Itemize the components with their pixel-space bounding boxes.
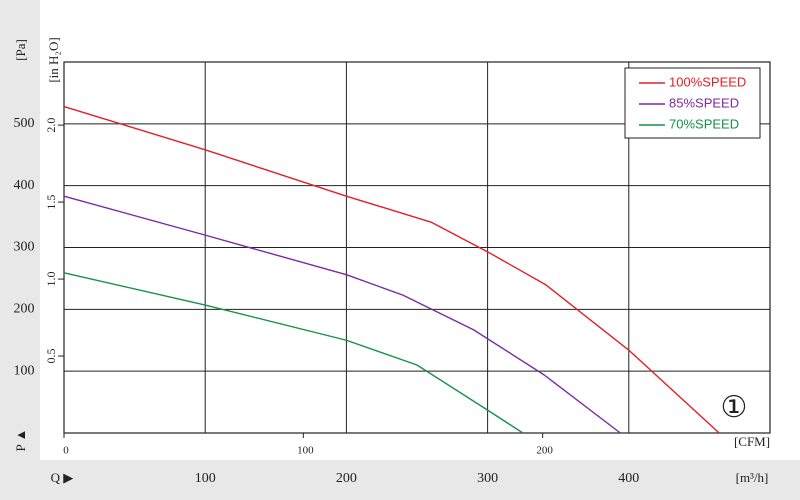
series-line — [63, 105, 720, 434]
y-tick-label: 100 — [14, 363, 35, 378]
x2-axis-label: [CFM] — [734, 434, 770, 449]
legend-box — [624, 67, 761, 139]
left-band — [0, 0, 40, 500]
legend-label: 85%SPEED — [669, 95, 739, 110]
y2-tick-label: 1.5 — [44, 195, 58, 210]
x2-tick-label: 200 — [536, 445, 553, 457]
y-axis-label: [Pa] — [13, 39, 28, 61]
x-tick-label: 100 — [195, 471, 216, 486]
x-axis-label: [m³/h] — [736, 470, 769, 485]
y2-tick-label: 1.0 — [44, 272, 58, 287]
y-tick-label: 200 — [14, 302, 35, 317]
series-line — [63, 272, 524, 434]
y-tick-label: 500 — [14, 116, 35, 131]
y2-axis-label: [in H₂O] — [46, 37, 61, 82]
series-line — [63, 195, 621, 434]
legend-label: 70%SPEED — [669, 116, 739, 131]
x-marker: Q ▶ — [51, 470, 74, 485]
y2-tick-label: 2.0 — [44, 118, 58, 133]
x2-tick-label: 0 — [63, 445, 69, 457]
bottom-band — [0, 460, 800, 500]
y-tick-label: 300 — [14, 240, 35, 255]
y2-tick-label: 0.5 — [44, 349, 58, 364]
x-tick-label: 400 — [618, 471, 639, 486]
x-tick-label: 200 — [336, 471, 357, 486]
legend-label: 100%SPEED — [669, 74, 746, 89]
annotation: ① — [721, 391, 748, 424]
y-marker: P ▲ — [13, 429, 28, 452]
x2-tick-label: 100 — [297, 445, 314, 457]
x-tick-label: 300 — [477, 471, 498, 486]
y-tick-label: 400 — [14, 178, 35, 193]
